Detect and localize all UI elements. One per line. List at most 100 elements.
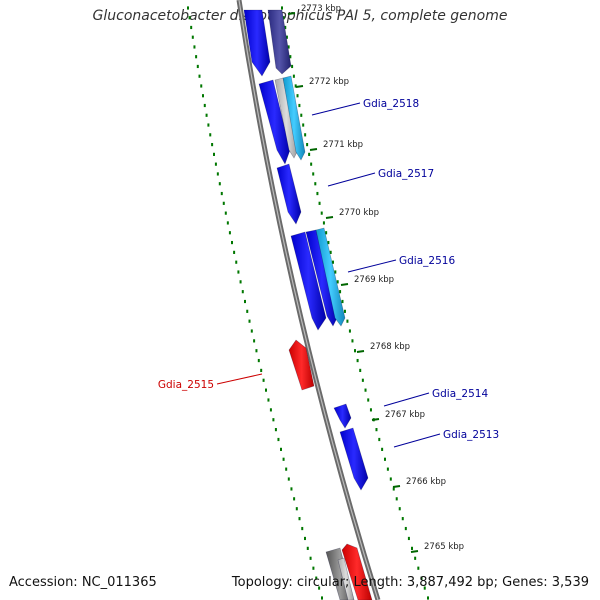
inner-dot-track xyxy=(262,378,265,382)
outer-dot-track xyxy=(320,211,323,215)
outer-dot-track xyxy=(296,94,299,98)
outer-dot-track xyxy=(298,103,301,108)
tick-label: 2766 kbp xyxy=(406,477,446,487)
outer-dot-track xyxy=(398,507,401,511)
inner-dot-track xyxy=(248,319,251,323)
tick-label: 2772 kbp xyxy=(309,77,349,87)
gene-callout-line xyxy=(347,259,397,273)
outer-dot-track xyxy=(359,368,362,373)
inner-dot-track xyxy=(224,211,227,215)
cds-arrow-gdia-2514 xyxy=(333,403,352,429)
outer-dot-track xyxy=(289,55,292,59)
outer-dot-track xyxy=(364,388,367,392)
gene-label-gdia-2517[interactable]: Gdia_2517 xyxy=(378,168,434,180)
inner-dot-track xyxy=(188,16,191,20)
outer-dot-track xyxy=(329,250,332,254)
genome-summary: Topology: circular; Length: 3,887,492 bp… xyxy=(231,575,589,590)
inner-dot-track xyxy=(293,497,296,501)
outer-dot-track xyxy=(389,477,392,481)
inner-dot-track xyxy=(231,240,233,245)
outer-dot-track xyxy=(294,84,297,88)
outer-dot-track xyxy=(325,231,328,235)
inner-dot-track xyxy=(241,290,244,294)
inner-dot-track xyxy=(272,418,275,422)
cds-arrow-gdia-2513 xyxy=(339,427,369,491)
gene-callout-line xyxy=(383,392,430,407)
inner-dot-track xyxy=(209,133,212,137)
outer-dot-track xyxy=(300,113,303,117)
outer-dot-track xyxy=(392,487,395,491)
tick-label: 2770 kbp xyxy=(339,208,379,218)
gene-label-gdia-2516[interactable]: Gdia_2516 xyxy=(399,255,455,267)
outer-dot-track xyxy=(281,6,283,10)
inner-dot-track xyxy=(285,467,288,471)
outer-dot-track xyxy=(334,270,337,274)
outer-dot-track xyxy=(287,45,290,49)
cds-arrow xyxy=(258,79,291,165)
gene-label-gdia-2518[interactable]: Gdia_2518 xyxy=(363,98,419,110)
gene-label-gdia-2514[interactable]: Gdia_2514 xyxy=(432,388,488,400)
inner-dot-track xyxy=(257,358,260,363)
accession-label: Accession: NC_011365 xyxy=(9,575,157,590)
inner-dot-track xyxy=(260,368,263,373)
outer-dot-track xyxy=(375,428,378,432)
inner-dot-track xyxy=(277,437,280,442)
outer-dot-track xyxy=(302,123,305,127)
tick-mark xyxy=(371,418,380,421)
outer-dot-track xyxy=(383,457,386,461)
tick-mark xyxy=(325,216,334,219)
inner-dot-track xyxy=(226,221,229,225)
outer-dot-track xyxy=(381,447,384,451)
outer-dot-track xyxy=(386,467,389,471)
outer-dot-track xyxy=(351,339,354,343)
outer-dot-track xyxy=(284,25,287,30)
outer-dot-track xyxy=(282,16,285,20)
outer-dot-track xyxy=(369,408,372,412)
gene-callout-line xyxy=(216,373,263,385)
inner-dot-track xyxy=(312,566,315,570)
inner-dot-track xyxy=(321,596,323,600)
tick-label: 2768 kbp xyxy=(370,342,410,352)
inner-dot-track xyxy=(218,182,221,186)
inner-dot-track xyxy=(235,260,238,264)
inner-dot-track xyxy=(290,487,293,491)
feature-arrow xyxy=(282,75,306,161)
outer-dot-track xyxy=(361,378,364,382)
inner-dot-track xyxy=(191,35,194,39)
cds-arrow xyxy=(243,9,271,77)
outer-dot-track xyxy=(331,260,334,264)
cds-arrow-gdia-2515 xyxy=(288,339,315,391)
outer-dot-track xyxy=(327,240,330,245)
outer-dot-track xyxy=(420,576,423,580)
outer-dot-track xyxy=(308,152,311,156)
gene-label-gdia-2513[interactable]: Gdia_2513 xyxy=(443,429,499,441)
inner-dot-track xyxy=(220,191,223,196)
outer-dot-track xyxy=(314,182,317,186)
tick-mark xyxy=(356,350,365,353)
outer-dot-track xyxy=(306,142,309,147)
outer-dot-track xyxy=(339,290,342,294)
inner-dot-track xyxy=(253,339,256,343)
outer-dot-track xyxy=(354,349,357,353)
outer-dot-track xyxy=(367,398,370,402)
inner-dot-track xyxy=(222,201,225,205)
outer-dot-track xyxy=(356,358,359,363)
outer-dot-track xyxy=(414,556,417,560)
outer-dot-track xyxy=(427,596,429,600)
inner-dot-track xyxy=(295,507,298,511)
outer-dot-track xyxy=(336,280,339,284)
tick-label: 2771 kbp xyxy=(323,140,363,150)
inner-dot-track xyxy=(239,280,242,284)
outer-dot-track xyxy=(285,35,288,39)
inner-dot-track xyxy=(198,74,201,78)
inner-dot-track xyxy=(250,329,253,333)
tick-mark xyxy=(410,550,419,553)
genome-backbone-highlight xyxy=(238,0,379,600)
inner-dot-track xyxy=(200,84,203,88)
feature-arrow xyxy=(274,77,299,159)
gene-label-gdia-2515[interactable]: Gdia_2515 xyxy=(158,379,214,391)
inner-dot-track xyxy=(205,113,208,117)
outer-dot-track xyxy=(395,497,398,501)
tick-label: 2769 kbp xyxy=(354,275,394,285)
